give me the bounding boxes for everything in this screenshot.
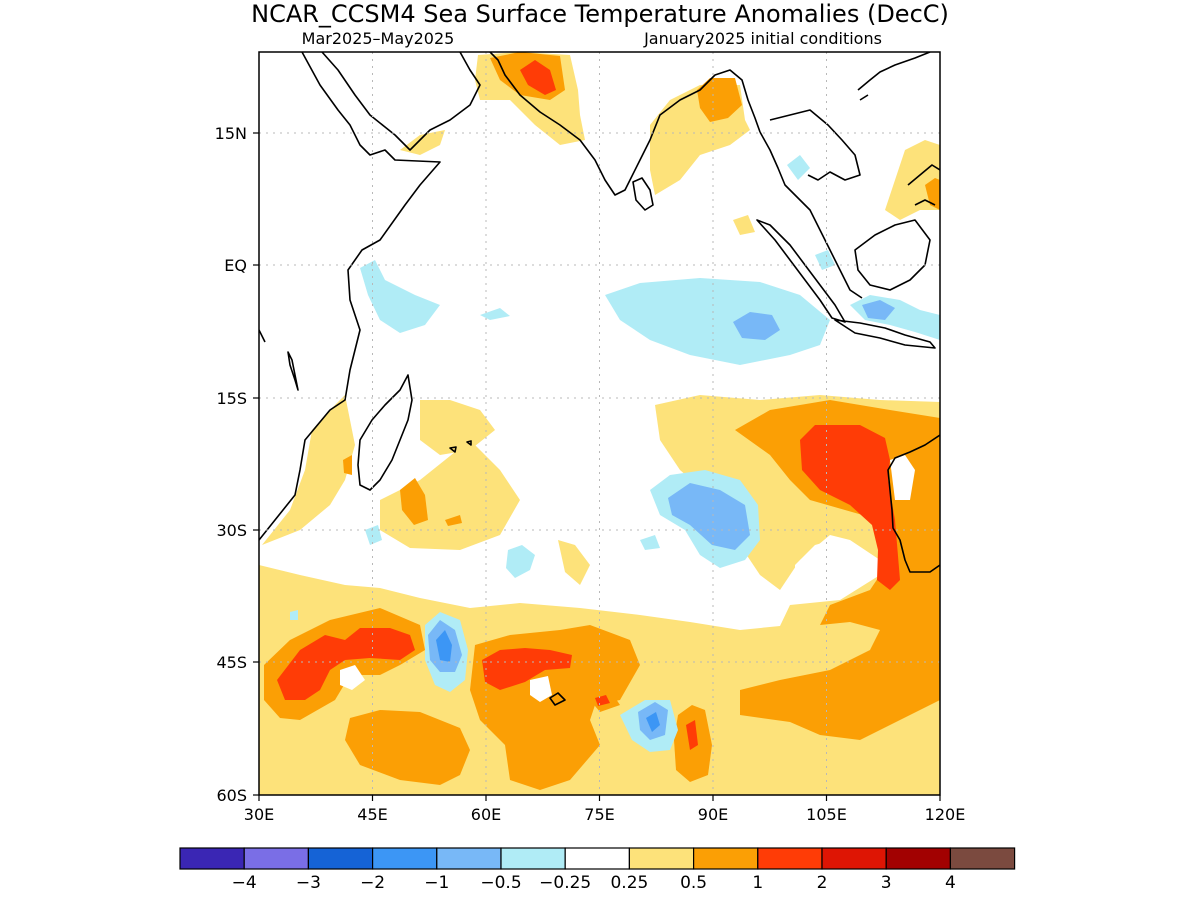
colorbar: −4 −3 −2 −1 −0.5 −0.25 0.25 0.5 1 2 3 4 bbox=[179, 847, 1016, 893]
anomaly-region-small-red bbox=[595, 695, 610, 706]
colorbar-label: 4 bbox=[945, 873, 956, 893]
y-tick-label: 15S bbox=[216, 389, 247, 408]
y-tick-label: 60S bbox=[216, 786, 247, 805]
anomaly-region-andaman-sea bbox=[733, 215, 755, 235]
anomaly-region-small-orange bbox=[445, 515, 462, 526]
colorbar-swatch bbox=[757, 847, 823, 870]
map-gridlines bbox=[259, 52, 940, 795]
anomaly-region-south-central-blue bbox=[668, 483, 750, 550]
coastline-india bbox=[489, 52, 761, 196]
coastline-red-sea-arabia bbox=[321, 52, 481, 151]
colorbar-swatch bbox=[821, 847, 887, 870]
coastline-mauritius bbox=[466, 440, 472, 446]
y-tick-label: 15N bbox=[215, 124, 247, 143]
coastline-reunion bbox=[449, 446, 457, 453]
anomaly-region-south-center-orange bbox=[345, 710, 470, 785]
coastline-sri-lanka bbox=[632, 177, 654, 211]
colorbar-swatch bbox=[500, 847, 566, 870]
x-tick-label: 75E bbox=[584, 805, 614, 824]
anomaly-region-madagascar-west bbox=[262, 395, 355, 545]
colorbar-label: −1 bbox=[424, 873, 449, 893]
anomaly-region-southwest-red bbox=[277, 628, 415, 700]
anomaly-region-small-cyan-6 bbox=[290, 610, 298, 620]
coastline-australia-west bbox=[887, 434, 940, 573]
colorbar-swatch bbox=[885, 847, 952, 870]
chart-subtitle-initial-conditions: January2025 initial conditions bbox=[643, 29, 882, 48]
x-tick-label: 60E bbox=[471, 805, 501, 824]
anomaly-region-madagascar-south-orange bbox=[400, 478, 428, 525]
y-tick-label: 45S bbox=[216, 653, 247, 672]
colorbar-label: −0.25 bbox=[539, 873, 591, 893]
colorbar-label: 3 bbox=[881, 873, 892, 893]
x-tick-label: 45E bbox=[357, 805, 387, 824]
anomaly-region-small-orange-2 bbox=[343, 455, 352, 475]
coastline-great-lakes-africa bbox=[259, 329, 299, 391]
colorbar-swatches bbox=[179, 847, 1016, 870]
anomaly-region-south-blue-core bbox=[646, 712, 660, 732]
colorbar-swatch bbox=[307, 847, 374, 870]
anomaly-neutral-hole-1 bbox=[795, 538, 855, 600]
y-axis-labels: 15N EQ 15S 30S 45S 60S bbox=[215, 124, 247, 805]
anomaly-region-east-orange bbox=[925, 178, 940, 210]
anomaly-region-java-blue bbox=[862, 300, 895, 320]
anomaly-region-small-cyan-5 bbox=[640, 535, 660, 550]
colorbar-swatch bbox=[436, 847, 502, 870]
colorbar-swatch bbox=[949, 847, 1016, 870]
anomaly-region-equatorial-cyan bbox=[605, 278, 830, 365]
colorbar-swatch bbox=[243, 847, 309, 870]
coastline-layer bbox=[259, 52, 940, 706]
chart-title: NCAR_CCSM4 Sea Surface Temperature Anoma… bbox=[251, 0, 949, 28]
anomaly-region-central-south bbox=[558, 540, 590, 585]
colorbar-swatch bbox=[372, 847, 438, 870]
anomaly-region-small-cyan-2 bbox=[480, 308, 510, 320]
y-tick-label: 30S bbox=[216, 521, 247, 540]
x-tick-label: 120E bbox=[925, 805, 966, 824]
colorbar-label: 0.5 bbox=[680, 873, 707, 893]
colorbar-label: −4 bbox=[232, 873, 257, 893]
anomaly-neutral-hole-2 bbox=[340, 665, 365, 690]
colorbar-swatch bbox=[692, 847, 759, 870]
colorbar-swatch bbox=[628, 847, 695, 870]
x-tick-label: 90E bbox=[698, 805, 728, 824]
x-tick-label: 105E bbox=[806, 805, 847, 824]
colorbar-swatch bbox=[179, 847, 245, 870]
anomaly-region-arabian-red bbox=[520, 60, 556, 95]
map-plot-area bbox=[259, 52, 940, 795]
anomaly-region-west-equatorial-cyan bbox=[360, 260, 440, 333]
anomaly-region-kerguelen-red bbox=[482, 648, 572, 690]
chart-subtitle-period: Mar2025–May2025 bbox=[302, 29, 455, 48]
anomaly-region-south-red bbox=[686, 720, 698, 750]
anomaly-region-small-cyan bbox=[365, 525, 382, 545]
colorbar-label: −0.5 bbox=[480, 873, 521, 893]
colorbar-label: −2 bbox=[360, 873, 385, 893]
anomaly-neutral-hole-4 bbox=[890, 455, 915, 500]
coastline-southeast-asia bbox=[759, 131, 863, 299]
anomaly-region-southwest-blue-core bbox=[436, 630, 452, 662]
anomaly-region-madagascar-east bbox=[420, 400, 495, 455]
anomaly-region-equatorial-blue bbox=[733, 312, 780, 340]
coastline-kerguelen bbox=[549, 692, 566, 706]
y-tick-label: EQ bbox=[224, 256, 247, 275]
coastline-madagascar bbox=[357, 374, 413, 491]
coastline-indochina bbox=[769, 109, 861, 181]
colorbar-label: 0.25 bbox=[610, 873, 648, 893]
colorbar-labels: −4 −3 −2 −1 −0.5 −0.25 0.25 0.5 1 2 3 4 bbox=[232, 873, 956, 893]
coastline-china bbox=[857, 52, 931, 101]
anomaly-region-southeast-red bbox=[800, 425, 900, 590]
axis-ticks bbox=[253, 132, 941, 801]
colorbar-label: 1 bbox=[752, 873, 763, 893]
anomaly-region-small-cyan-3 bbox=[787, 155, 810, 180]
anomaly-neutral-hole-3 bbox=[530, 676, 552, 702]
coastline-philippines bbox=[907, 164, 940, 206]
x-axis-labels: 30E 45E 60E 75E 90E 105E 120E bbox=[244, 805, 966, 824]
anomaly-region-central-cyan bbox=[506, 545, 535, 578]
x-tick-label: 30E bbox=[244, 805, 274, 824]
colorbar-label: −3 bbox=[296, 873, 321, 893]
colorbar-swatch bbox=[564, 847, 631, 870]
colorbar-label: 2 bbox=[817, 873, 828, 893]
anomaly-region-bengal-orange bbox=[697, 78, 742, 122]
coastline-africa-arabia bbox=[259, 52, 441, 541]
coastline-java bbox=[834, 319, 936, 349]
